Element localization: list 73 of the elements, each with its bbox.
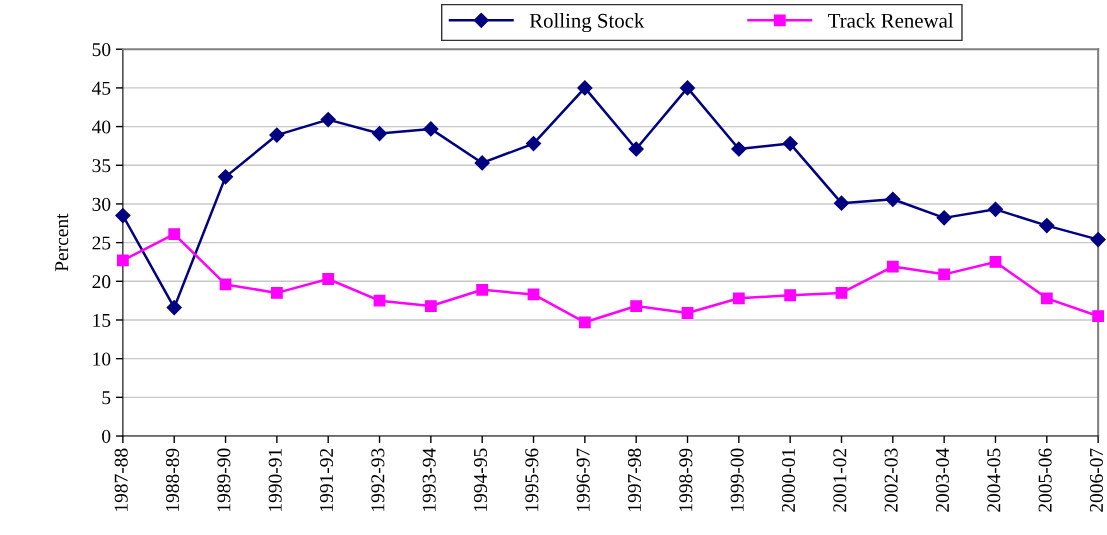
point (371, 125, 388, 142)
y-tick-label: 40 (92, 120, 111, 134)
point (630, 300, 643, 312)
point (476, 283, 489, 296)
x-tick-label: 1999-00 (730, 448, 744, 511)
y-tick-label: 20 (92, 275, 111, 289)
point (1040, 292, 1053, 305)
legend-label: Track Renewal (828, 13, 954, 28)
legend-label: Rolling Stock (529, 13, 645, 33)
y-tick-label: 10 (93, 352, 111, 366)
x-tick-label: 1989-90 (217, 448, 231, 511)
x-tick-label: 1993-94 (422, 448, 436, 511)
point (936, 210, 952, 226)
x-tick-label: 1988-89 (165, 448, 180, 511)
x-tick-label: 2000-01 (781, 449, 796, 512)
point (116, 254, 129, 267)
point (270, 287, 283, 299)
point (424, 300, 437, 312)
x-tick-label: 1997-98 (627, 448, 642, 511)
point (987, 201, 1004, 217)
x-tick-label: 2003-04 (935, 448, 950, 512)
x-tick-label: 2005-06 (1038, 448, 1052, 512)
point (1090, 231, 1106, 248)
point (217, 169, 234, 185)
x-tick-label: 2001-02 (833, 448, 847, 512)
point (885, 191, 901, 207)
y-tick-label: 35 (92, 159, 111, 173)
x-tick-label: 1998-99 (679, 448, 693, 511)
point (731, 141, 747, 157)
point (525, 136, 542, 152)
y-tick-label: 30 (92, 197, 111, 211)
point (782, 136, 798, 152)
point (732, 292, 745, 305)
point (269, 127, 285, 143)
y-tick-label: 25 (92, 236, 111, 250)
point (833, 195, 850, 211)
point (784, 289, 797, 302)
point (219, 278, 232, 291)
x-tick-label: 1992-93 (371, 448, 385, 511)
x-tick-label: 1987-88 (114, 448, 128, 511)
y-tick-label: 5 (102, 391, 111, 405)
point (886, 260, 899, 273)
point (1092, 310, 1105, 323)
point (373, 294, 386, 307)
y-tick-label: 50 (92, 43, 111, 57)
x-tick-label: 1996-97 (576, 448, 590, 511)
point (168, 228, 181, 241)
point (578, 316, 591, 329)
point (835, 287, 848, 299)
point (322, 273, 335, 285)
point (989, 256, 1002, 268)
point (166, 300, 182, 316)
x-tick-label: 2004-05 (987, 448, 1001, 512)
point (679, 80, 696, 96)
point (115, 207, 131, 224)
point (320, 112, 336, 128)
point (474, 155, 490, 171)
x-tick-label: 1990-91 (268, 449, 282, 511)
y-tick-label: 0 (102, 429, 111, 443)
point (628, 141, 644, 157)
x-tick-label: 2002-03 (884, 448, 898, 512)
x-tick-label: 1995-96 (525, 448, 539, 511)
point (681, 307, 694, 319)
y-tick-label: 45 (92, 81, 111, 95)
point (938, 268, 951, 281)
y-tick-label: 15 (93, 313, 111, 327)
point (577, 80, 593, 96)
x-tick-label: 2006-07 (1089, 448, 1104, 512)
x-tick-label: 1991-92 (320, 448, 334, 511)
x-tick-label: 1994-95 (473, 448, 488, 511)
point (423, 121, 439, 137)
point (1039, 218, 1055, 234)
y-axis-title: Percent (55, 213, 69, 272)
